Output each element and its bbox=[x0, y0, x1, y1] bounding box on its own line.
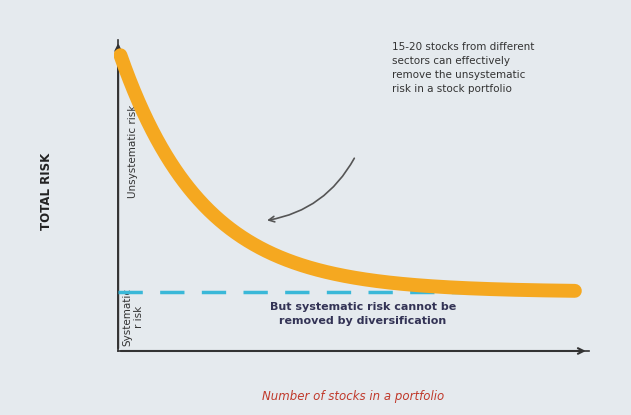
Text: Unsystematic risk: Unsystematic risk bbox=[127, 104, 138, 198]
Text: Systematic
r isk: Systematic r isk bbox=[122, 288, 144, 346]
Text: Number of stocks in a portfolio: Number of stocks in a portfolio bbox=[262, 390, 444, 403]
Text: 15-20 stocks from different
sectors can effectively
remove the unsystematic
risk: 15-20 stocks from different sectors can … bbox=[392, 42, 534, 93]
Text: But systematic risk cannot be
removed by diversification: But systematic risk cannot be removed by… bbox=[270, 302, 456, 326]
Text: TOTAL RISK: TOTAL RISK bbox=[40, 152, 53, 229]
